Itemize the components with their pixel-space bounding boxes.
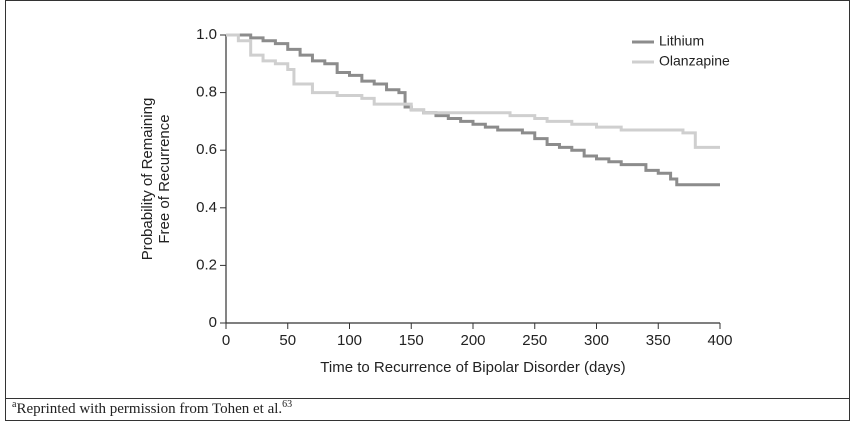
y-tick-label: 0	[209, 314, 217, 331]
y-axis-title-line: Free of Recurrence	[156, 114, 173, 243]
y-tick-label: 0.4	[196, 199, 217, 216]
x-tick-label: 350	[646, 332, 671, 349]
survival-curve	[226, 33, 720, 187]
x-tick-label: 400	[707, 332, 732, 349]
y-tick-label: 0.6	[196, 141, 217, 158]
y-tick-label: 1.0	[196, 26, 217, 43]
x-axis-title: Time to Recurrence of Bipolar Disorder (…	[320, 359, 625, 376]
x-tick-label: 150	[399, 332, 424, 349]
footnote-mark: a	[12, 399, 17, 410]
legend-label: Lithium	[659, 33, 704, 49]
y-tick-label: 0.2	[196, 256, 217, 273]
legend-label: Olanzapine	[659, 53, 730, 69]
survival-curve	[226, 33, 720, 149]
footnote: aReprinted with permission from Tohen et…	[12, 399, 292, 417]
footnote-text: Reprinted with permission from Tohen et …	[16, 401, 282, 417]
y-axis-title: Probability of Remaining Free of Recurre…	[139, 98, 173, 261]
x-tick-label: 100	[337, 332, 362, 349]
x-tick-label: 50	[279, 332, 296, 349]
x-tick-label: 250	[522, 332, 547, 349]
y-axis-title-line: Probability of Remaining	[139, 98, 156, 261]
x-tick-label: 200	[460, 332, 485, 349]
y-tick-label: 0.8	[196, 84, 217, 101]
footnote-ref: 63	[282, 399, 292, 410]
frame	[5, 0, 850, 421]
x-tick-label: 300	[584, 332, 609, 349]
x-tick-label: 0	[222, 332, 230, 349]
